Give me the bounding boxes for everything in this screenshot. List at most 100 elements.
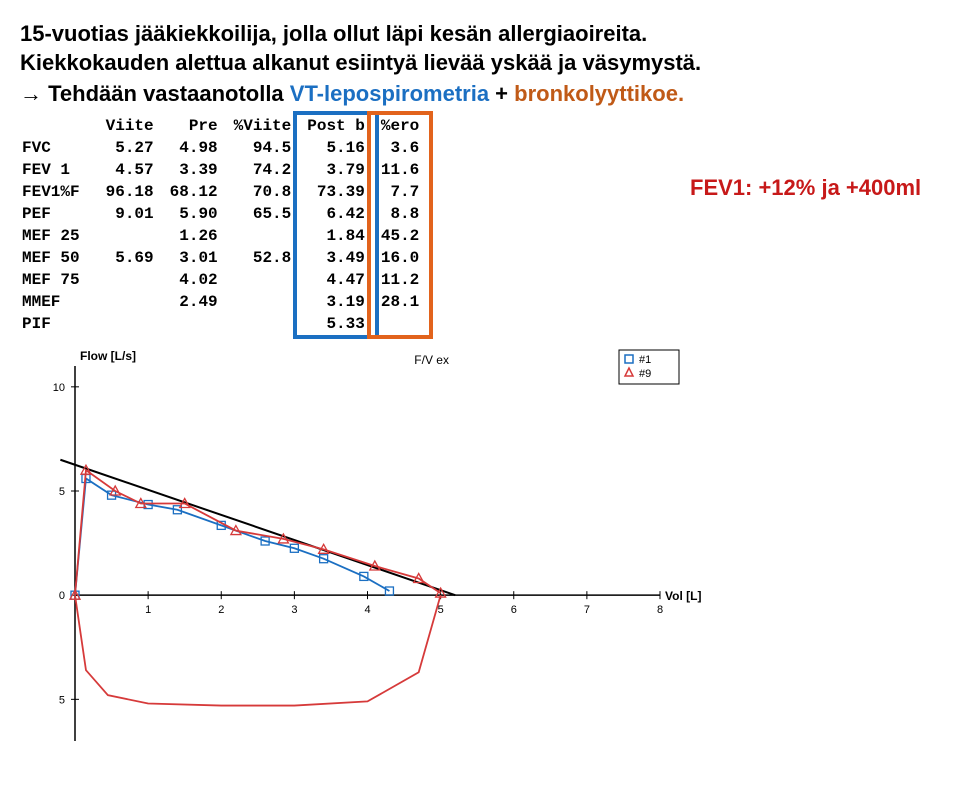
cell: 5.69: [98, 247, 162, 269]
cell: 8.8: [373, 203, 427, 225]
svg-text:7: 7: [584, 604, 590, 616]
cell: 11.6: [373, 159, 427, 181]
row-label: FEV1%F: [20, 181, 98, 203]
cell: 6.42: [299, 203, 373, 225]
cell: 11.2: [373, 269, 427, 291]
cell: [226, 225, 300, 247]
spirometry-table: ViitePre%ViitePost b%eroFVC5.274.9894.55…: [20, 115, 427, 335]
cell: 3.49: [299, 247, 373, 269]
row-label: PIF: [20, 313, 98, 335]
row-label: MMEF: [20, 291, 98, 313]
svg-text:#1: #1: [639, 354, 651, 366]
cell: [226, 313, 300, 335]
cell: 4.47: [299, 269, 373, 291]
heading-line-2: Kiekkokauden alettua alkanut esiintyä li…: [20, 49, 940, 78]
svg-text:4: 4: [364, 604, 370, 616]
col-viite: Viite: [98, 115, 162, 137]
svg-text:2: 2: [218, 604, 224, 616]
action-plus: +: [489, 81, 514, 106]
cell: 96.18: [98, 181, 162, 203]
svg-text:F/V ex: F/V ex: [414, 353, 449, 367]
cell: 3.19: [299, 291, 373, 313]
table-row: MEF 505.693.0152.83.4916.0: [20, 247, 427, 269]
cell: 73.39: [299, 181, 373, 203]
cell: [226, 291, 300, 313]
table-row: FEV 14.573.3974.23.7911.6: [20, 159, 427, 181]
table-row: FVC5.274.9894.55.163.6: [20, 137, 427, 159]
svg-text:1: 1: [145, 604, 151, 616]
table-row: MMEF 2.49 3.1928.1: [20, 291, 427, 313]
content-row: ViitePre%ViitePost b%eroFVC5.274.9894.55…: [20, 115, 940, 335]
cell: [98, 291, 162, 313]
cell: 9.01: [98, 203, 162, 225]
flow-volume-svg: 1234567850510Flow [L/s]Vol [L]F/V ex#1#9: [20, 341, 720, 761]
svg-text:8: 8: [657, 604, 663, 616]
cell: 4.02: [162, 269, 226, 291]
cell: 3.01: [162, 247, 226, 269]
cell: 4.98: [162, 137, 226, 159]
cell: 3.6: [373, 137, 427, 159]
spirometry-table-wrap: ViitePre%ViitePost b%eroFVC5.274.9894.55…: [20, 115, 660, 335]
cell: 7.7: [373, 181, 427, 203]
cell: 2.49: [162, 291, 226, 313]
svg-text:3: 3: [291, 604, 297, 616]
cell: [162, 313, 226, 335]
col-pre: Pre: [162, 115, 226, 137]
cell: 1.84: [299, 225, 373, 247]
cell: 16.0: [373, 247, 427, 269]
flow-volume-chart: 1234567850510Flow [L/s]Vol [L]F/V ex#1#9: [20, 341, 720, 761]
cell: [98, 269, 162, 291]
cell: [98, 313, 162, 335]
cell: 45.2: [373, 225, 427, 247]
svg-text:0: 0: [59, 590, 65, 602]
table-row: MEF 25 1.26 1.8445.2: [20, 225, 427, 247]
cell: 3.39: [162, 159, 226, 181]
svg-text:Flow [L/s]: Flow [L/s]: [80, 349, 136, 363]
cell: 4.57: [98, 159, 162, 181]
svg-text:5: 5: [59, 695, 65, 707]
svg-text:#9: #9: [639, 368, 651, 380]
col-ero: %ero: [373, 115, 427, 137]
cell: 3.79: [299, 159, 373, 181]
col-viite: %Viite: [226, 115, 300, 137]
cell: 5.33: [299, 313, 373, 335]
table-row: MEF 75 4.02 4.4711.2: [20, 269, 427, 291]
svg-text:Vol [L]: Vol [L]: [665, 589, 701, 603]
cell: 5.27: [98, 137, 162, 159]
case-heading: 15-vuotias jääkiekkoilija, jolla ollut l…: [20, 20, 940, 77]
fev1-caption: FEV1: +12% ja +400ml: [690, 175, 921, 201]
cell: 68.12: [162, 181, 226, 203]
action-line: → Tehdään vastaanotolla VT-lepospirometr…: [20, 81, 940, 107]
row-label: MEF 25: [20, 225, 98, 247]
svg-text:10: 10: [53, 382, 65, 394]
row-label: FVC: [20, 137, 98, 159]
row-label: FEV 1: [20, 159, 98, 181]
table-row: FEV1%F96.1868.1270.873.397.7: [20, 181, 427, 203]
heading-line-1: 15-vuotias jääkiekkoilija, jolla ollut l…: [20, 20, 940, 49]
action-lead: Tehdään vastaanotolla: [48, 81, 290, 106]
cell: 5.90: [162, 203, 226, 225]
cell: 52.8: [226, 247, 300, 269]
row-label: MEF 75: [20, 269, 98, 291]
arrow-icon: →: [20, 81, 42, 106]
table-row: PEF9.015.9065.56.428.8: [20, 203, 427, 225]
cell: 1.26: [162, 225, 226, 247]
cell: 70.8: [226, 181, 300, 203]
cell: [226, 269, 300, 291]
cell: 28.1: [373, 291, 427, 313]
col-postb: Post b: [299, 115, 373, 137]
cell: [373, 313, 427, 335]
col-param: [20, 115, 98, 137]
row-label: MEF 50: [20, 247, 98, 269]
action-bronk: bronkolyyttikoe.: [514, 81, 684, 106]
cell: [98, 225, 162, 247]
cell: 65.5: [226, 203, 300, 225]
cell: 74.2: [226, 159, 300, 181]
svg-text:6: 6: [511, 604, 517, 616]
cell: 94.5: [226, 137, 300, 159]
cell: 5.16: [299, 137, 373, 159]
action-vt: VT-lepospirometria: [290, 81, 489, 106]
svg-text:5: 5: [59, 486, 65, 498]
row-label: PEF: [20, 203, 98, 225]
table-row: PIF 5.33: [20, 313, 427, 335]
